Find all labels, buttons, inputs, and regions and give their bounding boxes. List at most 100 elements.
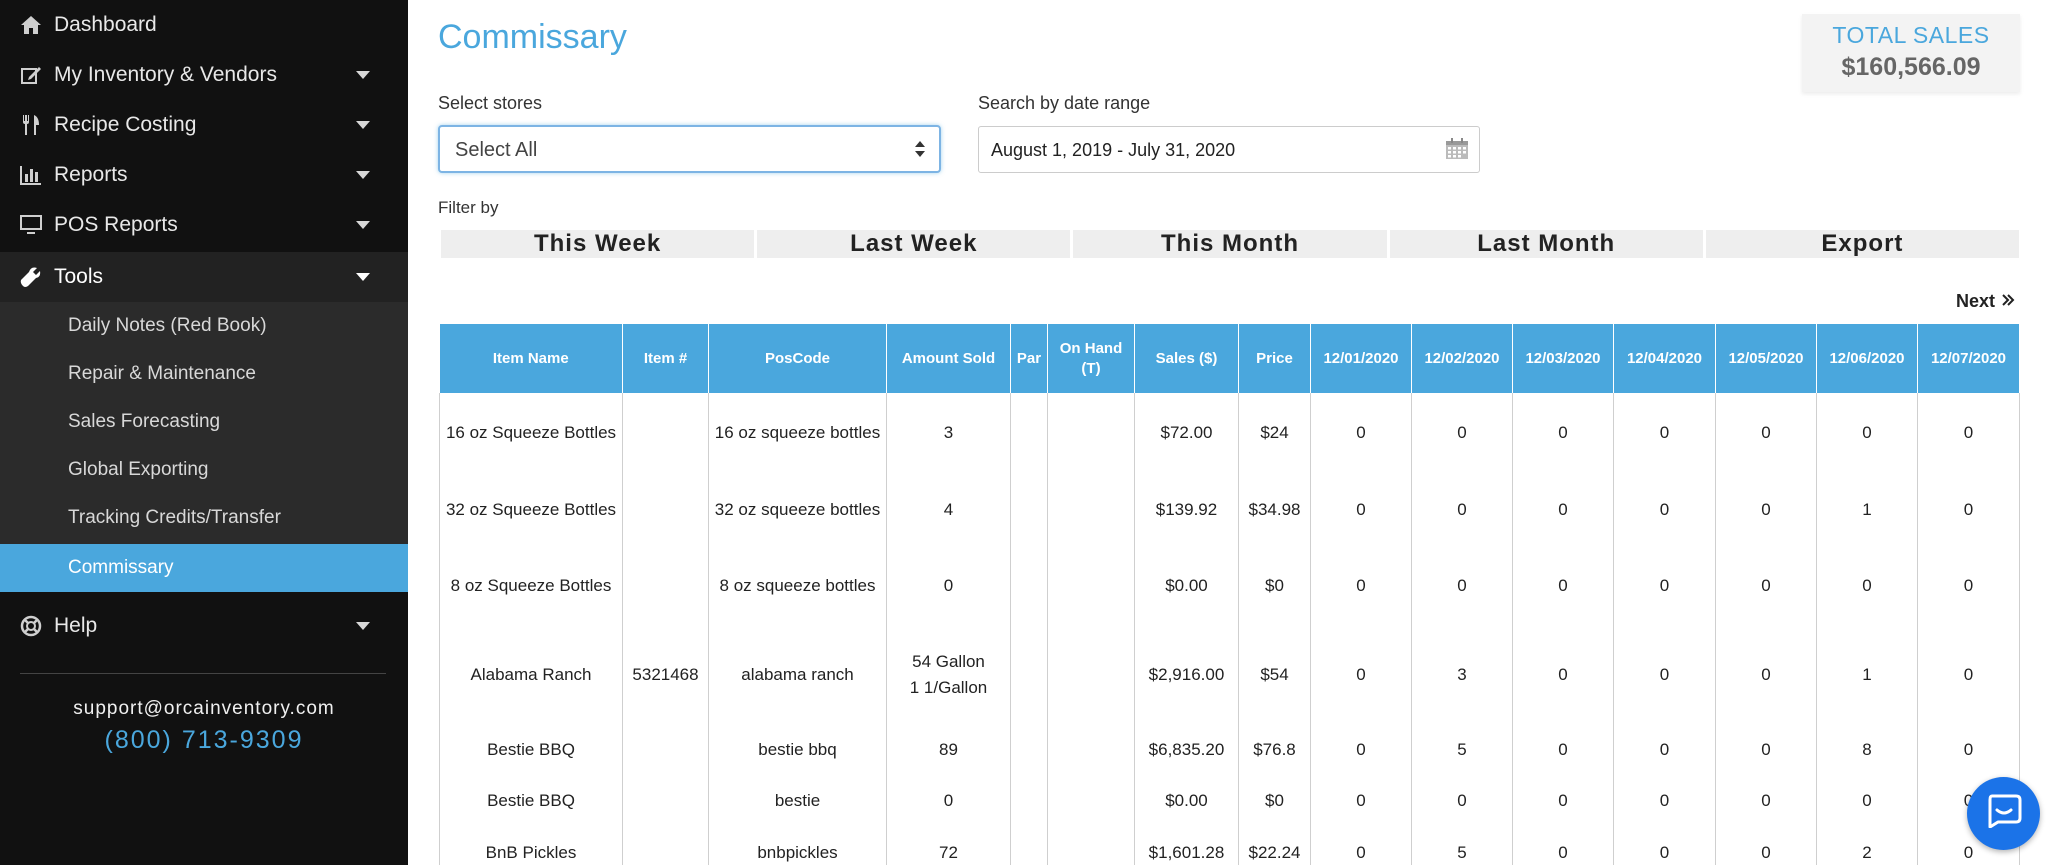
- table-cell: [622, 775, 709, 827]
- filter-this-week-button[interactable]: This Week: [441, 230, 755, 258]
- table-cell: 0: [1512, 393, 1614, 473]
- column-header[interactable]: 12/04/2020: [1613, 324, 1716, 393]
- table-cell: 0: [1613, 725, 1716, 775]
- nav-item-pos-reports[interactable]: POS Reports: [0, 200, 408, 250]
- submenu-item-global-exporting[interactable]: Global Exporting: [0, 446, 408, 494]
- table-cell: 0: [1715, 775, 1817, 827]
- table-row: 32 oz Squeeze Bottles 32 oz squeeze bottl…: [439, 473, 2020, 546]
- table-cell: 0: [1411, 775, 1513, 827]
- submenu-label: Commissary: [68, 557, 174, 578]
- table-cell: 0: [1310, 473, 1412, 546]
- table-cell: bnbpickles: [708, 827, 887, 865]
- table-cell: 0: [1512, 625, 1614, 725]
- table-cell: bestie: [708, 775, 887, 827]
- table-cell: 0: [1613, 546, 1716, 625]
- table-cell: 0: [1917, 473, 2020, 546]
- table-cell: 0: [1816, 775, 1918, 827]
- table-cell: 32 oz squeeze bottles: [708, 473, 887, 546]
- table-cell: 8 oz Squeeze Bottles: [439, 546, 623, 625]
- export-button[interactable]: Export: [1705, 230, 2020, 258]
- table-cell: 0: [1816, 546, 1918, 625]
- submenu-label: Repair & Maintenance: [68, 363, 256, 384]
- table-cell: 0: [1310, 775, 1412, 827]
- column-header[interactable]: 12/02/2020: [1411, 324, 1513, 393]
- table-cell: 8 oz squeeze bottles: [708, 546, 887, 625]
- table-cell: 1: [1816, 625, 1918, 725]
- life-ring-icon: [18, 613, 44, 639]
- date-range-input[interactable]: August 1, 2019 - July 31, 2020: [978, 126, 1480, 173]
- next-page-link[interactable]: Next: [1956, 291, 2015, 312]
- tools-submenu: Daily Notes (Red Book) Repair & Maintena…: [0, 302, 408, 592]
- table-cell: [1010, 625, 1048, 725]
- column-header[interactable]: PosCode: [708, 324, 887, 393]
- submenu-item-repair-maintenance[interactable]: Repair & Maintenance: [0, 350, 408, 398]
- column-header[interactable]: Item #: [622, 324, 709, 393]
- filter-last-month-button[interactable]: Last Month: [1389, 230, 1703, 258]
- support-email[interactable]: support@orcainventory.com: [73, 698, 335, 719]
- table-cell: 0: [1411, 473, 1513, 546]
- table-cell: $76.8: [1238, 725, 1311, 775]
- table-cell: $0: [1238, 546, 1311, 625]
- submenu-item-commissary[interactable]: Commissary: [0, 544, 408, 592]
- submenu-item-sales-forecasting[interactable]: Sales Forecasting: [0, 398, 408, 446]
- column-header[interactable]: Par: [1010, 324, 1048, 393]
- nav-item-reports[interactable]: Reports: [0, 150, 408, 200]
- column-header[interactable]: 12/05/2020: [1715, 324, 1817, 393]
- table-cell: 0: [1512, 775, 1614, 827]
- table-cell: 0: [1310, 393, 1412, 473]
- nav-label: Dashboard: [54, 13, 157, 36]
- table-cell: [1047, 775, 1135, 827]
- nav-label: Recipe Costing: [54, 113, 197, 136]
- submenu-label: Tracking Credits/Transfer: [68, 507, 281, 528]
- column-header[interactable]: On Hand (T): [1047, 324, 1135, 393]
- table-cell: [1010, 546, 1048, 625]
- submenu-label: Sales Forecasting: [68, 411, 221, 432]
- column-header[interactable]: 12/03/2020: [1512, 324, 1614, 393]
- table-cell: 8: [1816, 725, 1918, 775]
- calendar-icon[interactable]: [1445, 138, 1469, 160]
- nav-item-help[interactable]: Help: [0, 601, 408, 651]
- filter-last-week-button[interactable]: Last Week: [757, 230, 1071, 258]
- column-header[interactable]: Amount Sold: [886, 324, 1011, 393]
- table-cell: $22.24: [1238, 827, 1311, 865]
- store-select[interactable]: Select All: [438, 125, 941, 173]
- wrench-icon: [18, 264, 44, 290]
- nav-item-dashboard[interactable]: Dashboard: [0, 0, 408, 50]
- column-header[interactable]: 12/07/2020: [1917, 324, 2020, 393]
- submenu-item-daily-notes[interactable]: Daily Notes (Red Book): [0, 302, 408, 350]
- column-header[interactable]: Item Name: [439, 324, 623, 393]
- nav-item-tools[interactable]: Tools: [0, 252, 408, 302]
- table-cell: $0: [1238, 775, 1311, 827]
- table-cell: 0: [1310, 546, 1412, 625]
- table-cell: [1047, 725, 1135, 775]
- next-label: Next: [1956, 291, 1996, 311]
- table-cell: $139.92: [1134, 473, 1239, 546]
- table-cell: 0: [1715, 725, 1817, 775]
- submenu-item-tracking-credits[interactable]: Tracking Credits/Transfer: [0, 494, 408, 542]
- nav-item-inventory-vendors[interactable]: My Inventory & Vendors: [0, 50, 408, 100]
- table-cell: [1010, 393, 1048, 473]
- monitor-icon: [18, 212, 44, 238]
- table-cell: [1010, 775, 1048, 827]
- table-cell: $24: [1238, 393, 1311, 473]
- table-row: 8 oz Squeeze Bottles 8 oz squeeze bottles…: [439, 546, 2020, 625]
- filter-this-month-button[interactable]: This Month: [1073, 230, 1387, 258]
- table-cell: 2: [1816, 827, 1918, 865]
- support-phone[interactable]: (800) 713-9309: [104, 726, 304, 754]
- column-header[interactable]: 12/01/2020: [1310, 324, 1412, 393]
- column-header[interactable]: Price: [1238, 324, 1311, 393]
- column-header[interactable]: 12/06/2020: [1816, 324, 1918, 393]
- select-arrows-icon: [915, 141, 925, 159]
- table-cell: 5: [1411, 827, 1513, 865]
- table-cell: 0: [1917, 393, 2020, 473]
- nav-item-recipe-costing[interactable]: Recipe Costing: [0, 100, 408, 150]
- table-cell: $0.00: [1134, 775, 1239, 827]
- table-cell: $72.00: [1134, 393, 1239, 473]
- column-header[interactable]: Sales ($): [1134, 324, 1239, 393]
- table-cell: 0: [1411, 393, 1513, 473]
- live-chat-button[interactable]: [1967, 777, 2040, 850]
- table-cell: 0: [1310, 725, 1412, 775]
- table-cell: $34.98: [1238, 473, 1311, 546]
- table-row: Bestie BBQ bestie bbq 89 $6,835.20 $76.8 0 5 0 0…: [439, 725, 2020, 775]
